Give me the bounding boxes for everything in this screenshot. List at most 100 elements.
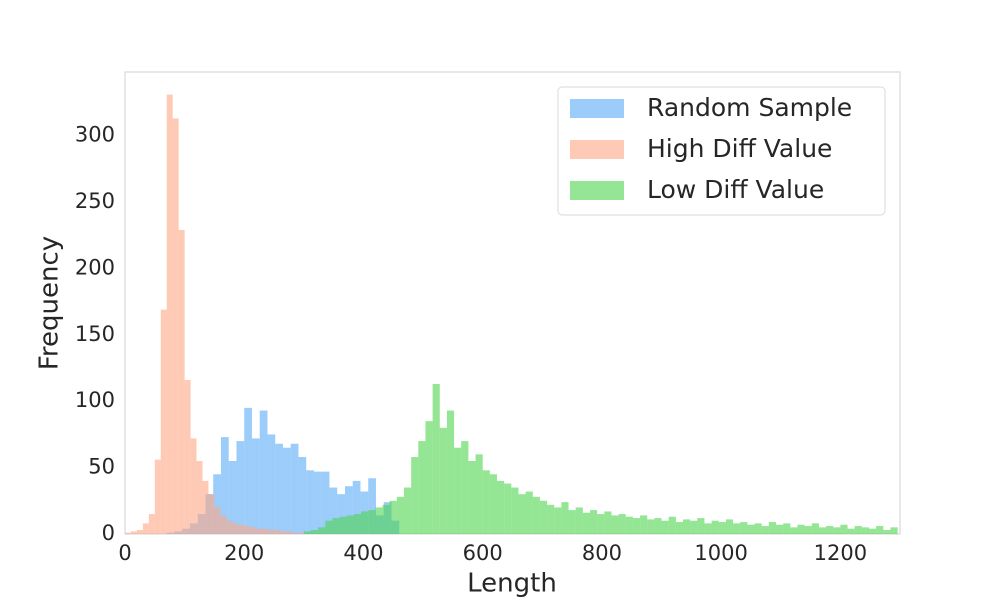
legend-swatch	[570, 140, 624, 159]
bar	[654, 518, 662, 534]
bar	[196, 460, 203, 534]
bar	[298, 457, 307, 534]
bar	[611, 515, 619, 534]
bar	[511, 487, 519, 534]
bar	[797, 524, 805, 534]
bar	[804, 526, 812, 534]
bar	[518, 494, 526, 534]
bar	[869, 528, 877, 534]
bar	[568, 510, 576, 534]
bar	[582, 512, 590, 534]
bar	[325, 520, 333, 534]
bar	[740, 522, 748, 534]
bar	[847, 528, 855, 534]
bar	[220, 437, 229, 534]
bar	[504, 483, 512, 534]
bar	[711, 520, 719, 534]
bar	[826, 526, 834, 534]
bar	[321, 471, 330, 534]
bar	[554, 507, 562, 534]
bar	[840, 524, 848, 534]
bar	[597, 514, 605, 534]
bar	[539, 500, 548, 534]
bar	[236, 441, 245, 534]
bar	[318, 527, 326, 534]
bar	[854, 526, 862, 534]
bar	[883, 530, 891, 534]
bar	[776, 524, 784, 534]
bar	[262, 528, 269, 534]
bar	[290, 443, 299, 534]
bar	[404, 487, 412, 534]
bar	[625, 516, 633, 534]
bar	[275, 443, 283, 534]
bar	[811, 523, 819, 534]
legend-swatch	[570, 181, 624, 200]
bar	[184, 380, 191, 534]
bar	[690, 520, 698, 534]
bar	[228, 460, 237, 534]
bar	[411, 457, 419, 534]
bar	[329, 487, 338, 534]
bar	[178, 229, 185, 534]
bar	[389, 500, 397, 534]
bar	[148, 514, 155, 534]
bar	[668, 516, 676, 534]
bar	[497, 480, 505, 534]
bar	[274, 530, 280, 534]
bar	[632, 518, 641, 534]
bar	[547, 504, 555, 534]
bar	[790, 527, 798, 534]
bar	[718, 522, 726, 534]
bar	[475, 454, 483, 534]
bar	[661, 520, 669, 534]
bar	[725, 519, 734, 534]
bar	[733, 523, 741, 534]
y-tick-label: 50	[88, 455, 115, 479]
bar	[213, 474, 221, 534]
bar	[575, 507, 583, 534]
bar	[332, 518, 340, 534]
bar	[704, 523, 712, 534]
bar	[142, 523, 149, 534]
bar	[232, 523, 239, 534]
bar	[256, 528, 263, 534]
bar	[306, 470, 314, 534]
bar	[604, 511, 612, 534]
bar	[683, 519, 691, 534]
bar	[160, 309, 167, 534]
bar	[525, 491, 533, 534]
bar	[136, 530, 143, 534]
x-tick-label: 400	[343, 541, 383, 565]
bar	[468, 460, 476, 534]
bar	[346, 515, 354, 534]
bar	[461, 441, 469, 534]
x-tick-label: 1000	[694, 541, 747, 565]
bar	[861, 527, 869, 534]
bar	[303, 531, 311, 534]
bar	[768, 522, 776, 534]
bar	[202, 480, 209, 534]
bar	[172, 118, 179, 534]
x-tick-label: 0	[118, 541, 131, 565]
y-tick-label: 250	[75, 189, 115, 213]
bar	[761, 526, 769, 534]
bar	[818, 527, 827, 534]
bar	[344, 486, 353, 534]
y-axis-label: Frequency	[35, 236, 65, 370]
bar	[282, 447, 291, 534]
bar	[432, 383, 440, 534]
bar	[154, 459, 161, 534]
bar	[454, 447, 462, 534]
bar	[166, 94, 173, 534]
bar	[337, 494, 345, 534]
bar	[280, 531, 286, 534]
x-tick-label: 1200	[814, 541, 867, 565]
bar	[361, 511, 369, 534]
bar	[226, 520, 233, 534]
bar	[352, 480, 361, 534]
y-tick-label: 150	[75, 322, 115, 346]
bar	[833, 527, 841, 534]
legend-swatch	[570, 99, 624, 118]
bar	[640, 515, 648, 534]
